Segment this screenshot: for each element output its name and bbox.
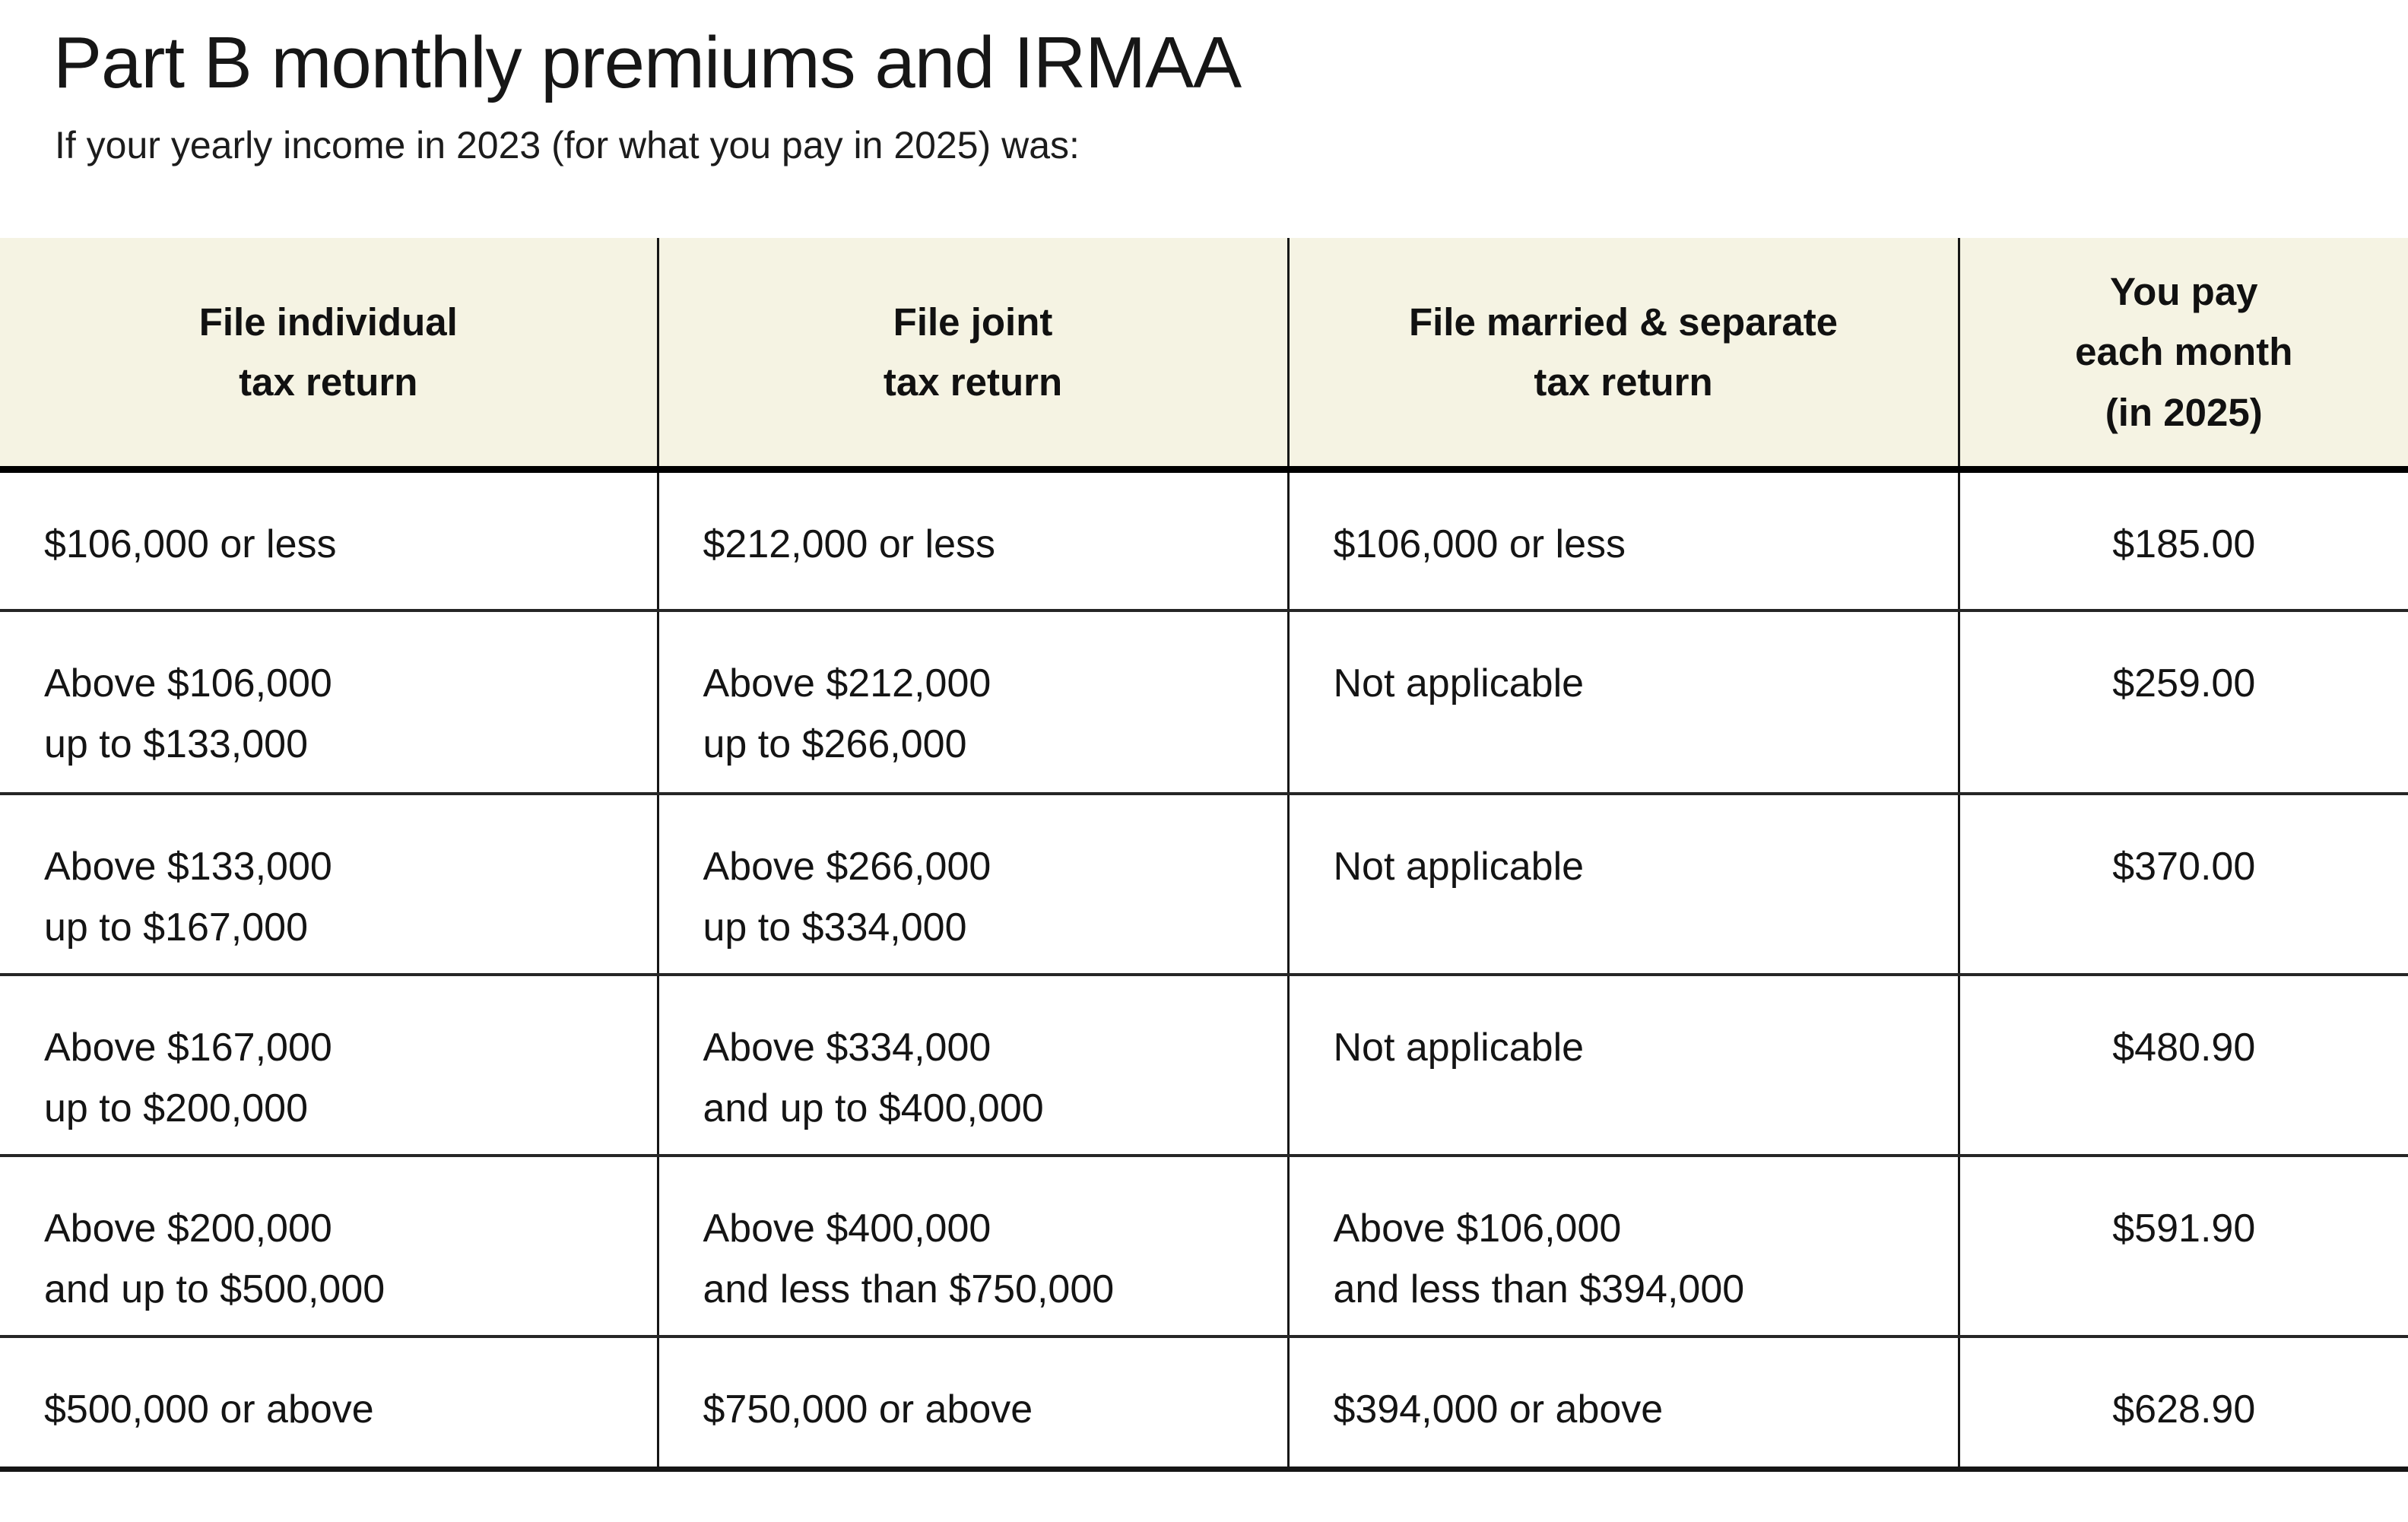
table-row: $106,000 or less $212,000 or less $106,0… [0, 469, 2408, 612]
cell-you-pay: $259.00 [1959, 610, 2408, 795]
cell-you-pay: $480.90 [1959, 974, 2408, 1157]
cell-married-separate: Not applicable [1288, 793, 1960, 976]
cell-joint: Above $334,000 and up to $400,000 [658, 974, 1290, 1157]
cell-you-pay: $370.00 [1959, 793, 2408, 976]
cell-married-separate: Not applicable [1288, 610, 1960, 795]
cell-joint: Above $212,000 up to $266,000 [658, 610, 1290, 795]
table-row: Above $106,000 up to $133,000 Above $212… [0, 610, 2408, 795]
cell-joint: Above $400,000 and less than $750,000 [658, 1155, 1290, 1338]
table-row: Above $133,000 up to $167,000 Above $266… [0, 793, 2408, 976]
cell-joint: Above $266,000 up to $334,000 [658, 793, 1290, 976]
cell-joint: $750,000 or above [658, 1336, 1290, 1472]
cell-individual: Above $106,000 up to $133,000 [0, 610, 659, 795]
column-header-joint: File joint tax return [658, 238, 1290, 473]
page-title: Part B monthly premiums and IRMAA [53, 22, 1242, 103]
cell-married-separate: $106,000 or less [1288, 469, 1960, 612]
document-header: Part B monthly premiums and IRMAA If you… [53, 23, 2378, 167]
cell-married-separate: Above $106,000 and less than $394,000 [1288, 1155, 1960, 1338]
column-header-married-separate: File married & separate tax return [1288, 238, 1960, 473]
cell-joint: $212,000 or less [658, 469, 1290, 612]
cell-you-pay: $628.90 [1959, 1336, 2408, 1472]
cell-married-separate: $394,000 or above [1288, 1336, 1960, 1472]
cell-individual: $500,000 or above [0, 1336, 659, 1472]
cell-you-pay: $591.90 [1959, 1155, 2408, 1338]
column-header-individual: File individual tax return [0, 238, 659, 473]
cell-individual: Above $200,000 and up to $500,000 [0, 1155, 659, 1338]
page-subtitle: If your yearly income in 2023 (for what … [55, 123, 1080, 166]
cell-married-separate: Not applicable [1288, 974, 1960, 1157]
cell-you-pay: $185.00 [1959, 469, 2408, 612]
cell-individual: Above $167,000 up to $200,000 [0, 974, 659, 1157]
column-header-you-pay: You pay each month (in 2025) [1959, 238, 2408, 473]
table-row: Above $200,000 and up to $500,000 Above … [0, 1155, 2408, 1338]
cell-individual: Above $133,000 up to $167,000 [0, 793, 659, 976]
premium-table: File individual tax return File joint ta… [0, 238, 2408, 1472]
table-row: $500,000 or above $750,000 or above $394… [0, 1336, 2408, 1472]
cell-individual: $106,000 or less [0, 469, 659, 612]
table-header-row: File individual tax return File joint ta… [0, 238, 2408, 473]
table-row: Above $167,000 up to $200,000 Above $334… [0, 974, 2408, 1157]
